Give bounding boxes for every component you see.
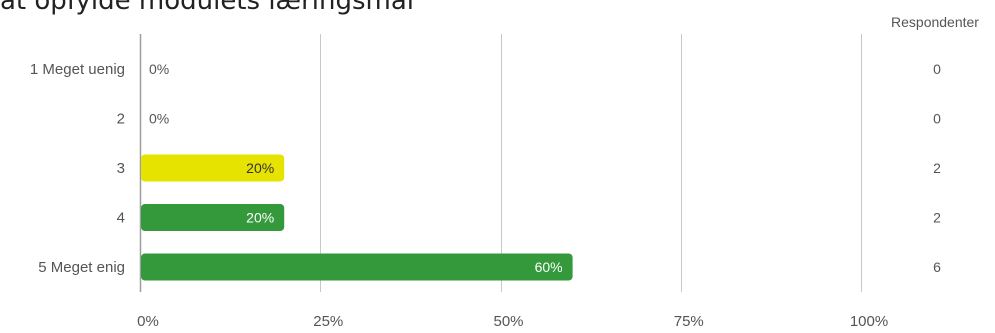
x-tick-label: 75%: [674, 313, 704, 330]
bar-value-label: 0%: [149, 111, 169, 127]
respondents-count: 0: [933, 111, 941, 127]
category-label: 3: [117, 160, 125, 177]
respondents-header: Respondenter: [891, 14, 979, 30]
bar-value-label: 20%: [246, 210, 274, 226]
bar-value-label: 60%: [535, 259, 563, 275]
x-tick-label: 0%: [137, 313, 159, 330]
category-label: 4: [117, 210, 125, 227]
bar: [141, 253, 573, 281]
x-tick-label: 100%: [850, 313, 888, 330]
respondents-count: 2: [933, 160, 941, 176]
question-title: at opfylde modulets læringsmål: [0, 0, 414, 16]
x-tick-label: 50%: [493, 313, 523, 330]
bar: [141, 204, 285, 231]
category-label: 2: [117, 111, 125, 128]
category-label: 1 Meget uenig: [30, 61, 125, 78]
respondents-count: 2: [933, 210, 941, 226]
category-label: 5 Meget enig: [38, 259, 125, 276]
bar: [141, 154, 285, 182]
bar-value-label: 20%: [246, 160, 274, 176]
x-tick-label: 25%: [313, 313, 343, 330]
respondents-count: 0: [933, 61, 941, 77]
bar-value-label: 0%: [149, 61, 169, 77]
respondents-count: 6: [933, 259, 941, 275]
